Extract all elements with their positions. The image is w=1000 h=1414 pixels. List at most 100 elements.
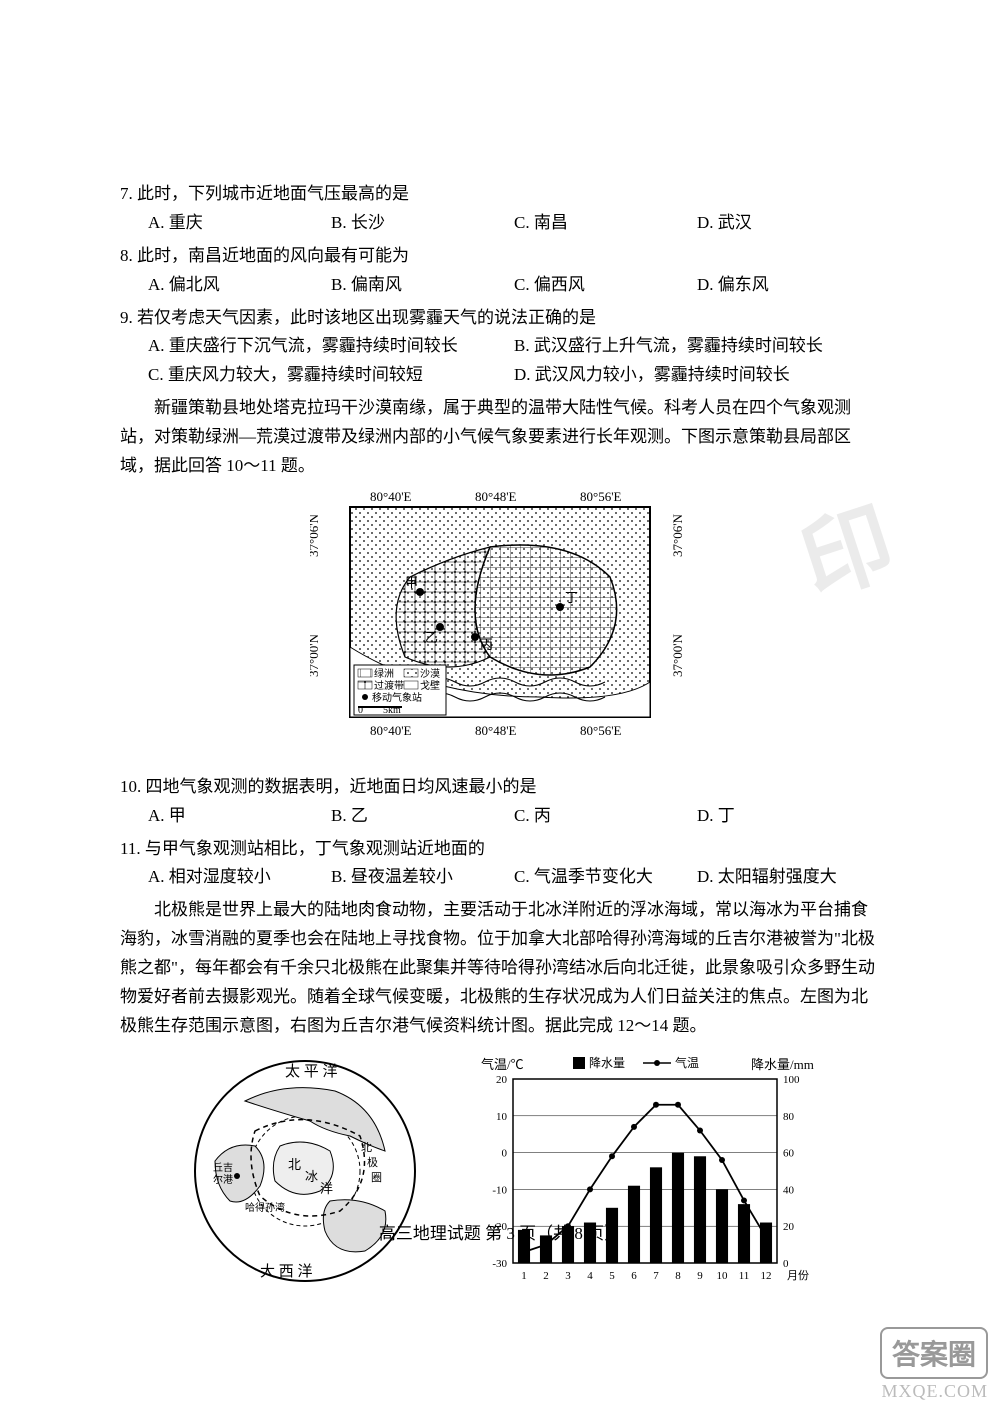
svg-text:气温/℃: 气温/℃ xyxy=(481,1057,524,1072)
svg-text:20: 20 xyxy=(496,1074,508,1086)
svg-text:月份: 月份 xyxy=(787,1269,809,1282)
svg-text:8: 8 xyxy=(675,1270,681,1282)
question-8: 8. 此时，南昌近地面的风向最有可能为 A. 偏北风 B. 偏南风 C. 偏西风… xyxy=(120,242,880,300)
svg-text:过渡带: 过渡带 xyxy=(374,679,404,692)
q8-options: A. 偏北风 B. 偏南风 C. 偏西风 D. 偏东风 xyxy=(120,271,880,300)
svg-text:移动气象站: 移动气象站 xyxy=(372,691,422,704)
svg-text:绿洲: 绿洲 xyxy=(374,667,394,680)
q10-opt-c: C. 丙 xyxy=(514,802,697,831)
svg-text:100: 100 xyxy=(783,1074,800,1086)
svg-text:40: 40 xyxy=(783,1184,795,1196)
q11-opt-a: A. 相对湿度较小 xyxy=(148,863,331,892)
question-7: 7. 此时，下列城市近地面气压最高的是 A. 重庆 B. 长沙 C. 南昌 D.… xyxy=(120,180,880,238)
svg-text:冰: 冰 xyxy=(305,1169,318,1184)
q8-stem: 8. 此时，南昌近地面的风向最有可能为 xyxy=(120,242,880,271)
svg-text:0: 0 xyxy=(783,1258,789,1270)
q10-options: A. 甲 B. 乙 C. 丙 D. 丁 xyxy=(120,802,880,831)
svg-text:80°40'E: 80°40'E xyxy=(370,723,412,738)
svg-text:5: 5 xyxy=(609,1270,615,1282)
svg-text:丙: 丙 xyxy=(480,637,493,652)
q8-opt-d: D. 偏东风 xyxy=(697,271,880,300)
svg-text:37°06'N: 37°06'N xyxy=(670,513,685,557)
brand-watermark: 答案圈 MXQE.COM xyxy=(880,1327,988,1402)
q9-opt-c: C. 重庆风力较大，雾霾持续时间较短 xyxy=(148,361,514,390)
q9-options: A. 重庆盛行下沉气流，雾霾持续时间较长 B. 武汉盛行上升气流，雾霾持续时间较… xyxy=(120,332,880,390)
svg-text:丘吉: 丘吉 xyxy=(213,1162,233,1174)
q9-opt-b: B. 武汉盛行上升气流，雾霾持续时间较长 xyxy=(514,332,880,361)
q11-opt-c: C. 气温季节变化大 xyxy=(514,863,697,892)
q9-opt-d: D. 武汉风力较小，雾霾持续时间较长 xyxy=(514,361,880,390)
page-footer: 高三地理试题 第 3 页（共 8 页） xyxy=(0,1219,1000,1244)
q9-opt-a: A. 重庆盛行下沉气流，雾霾持续时间较长 xyxy=(148,332,514,361)
svg-text:9: 9 xyxy=(697,1270,703,1282)
svg-text:80°56'E: 80°56'E xyxy=(580,489,622,504)
q7-opt-c: C. 南昌 xyxy=(514,209,697,238)
passage-2-text: 北极熊是世界上最大的陆地肉食动物，主要活动于北冰洋附近的浮冰海域，常以海冰为平台… xyxy=(120,900,875,1035)
passage-2: 北极熊是世界上最大的陆地肉食动物，主要活动于北冰洋附近的浮冰海域，常以海冰为平台… xyxy=(120,896,880,1040)
brand-url: MXQE.COM xyxy=(880,1381,988,1402)
svg-text:4: 4 xyxy=(587,1270,593,1282)
svg-text:北: 北 xyxy=(361,1141,372,1154)
cele-map-svg: 甲 乙 丙 丁 80°40'E 80°48'E 80°56'E 80°40'E … xyxy=(310,487,690,757)
svg-text:80: 80 xyxy=(783,1111,795,1123)
svg-text:-10: -10 xyxy=(492,1184,507,1196)
q8-opt-b: B. 偏南风 xyxy=(331,271,514,300)
svg-text:60: 60 xyxy=(783,1147,795,1159)
q10-opt-a: A. 甲 xyxy=(148,802,331,831)
svg-text:0: 0 xyxy=(502,1147,508,1159)
q10-opt-d: D. 丁 xyxy=(697,802,880,831)
svg-text:37°06'N: 37°06'N xyxy=(310,513,321,557)
svg-text:10: 10 xyxy=(717,1270,729,1282)
dual-figure: 太 平 洋 北 冰 洋 北 极 圈 大 西 洋 丘吉 尔港 哈得孙湾 气温/℃ 降… xyxy=(120,1051,880,1291)
svg-text:10: 10 xyxy=(496,1111,508,1123)
q9-stem: 9. 若仅考虑天气因素，此时该地区出现雾霾天气的说法正确的是 xyxy=(120,304,880,333)
q11-options: A. 相对湿度较小 B. 昼夜温差较小 C. 气温季节变化大 D. 太阳辐射强度… xyxy=(120,863,880,892)
question-11: 11. 与甲气象观测站相比，丁气象观测站近地面的 A. 相对湿度较小 B. 昼夜… xyxy=(120,835,880,893)
svg-text:80°48'E: 80°48'E xyxy=(475,489,517,504)
q11-opt-d: D. 太阳辐射强度大 xyxy=(697,863,880,892)
svg-text:乙: 乙 xyxy=(425,630,438,645)
svg-text:37°00'N: 37°00'N xyxy=(310,633,321,677)
svg-text:2: 2 xyxy=(543,1270,549,1282)
svg-text:洋: 洋 xyxy=(320,1181,333,1196)
q10-stem: 10. 四地气象观测的数据表明，近地面日均风速最小的是 xyxy=(120,773,880,802)
q7-opt-a: A. 重庆 xyxy=(148,209,331,238)
svg-text:-30: -30 xyxy=(492,1258,507,1270)
svg-text:圈: 圈 xyxy=(371,1171,382,1184)
q7-opt-d: D. 武汉 xyxy=(697,209,880,238)
q8-opt-a: A. 偏北风 xyxy=(148,271,331,300)
svg-text:80°48'E: 80°48'E xyxy=(475,723,517,738)
page-content: 7. 此时，下列城市近地面气压最高的是 A. 重庆 B. 长沙 C. 南昌 D.… xyxy=(0,0,1000,1351)
svg-text:尔港: 尔港 xyxy=(213,1173,233,1186)
svg-text:气温: 气温 xyxy=(675,1055,699,1070)
svg-text:丁: 丁 xyxy=(565,590,578,605)
q7-options: A. 重庆 B. 长沙 C. 南昌 D. 武汉 xyxy=(120,209,880,238)
lon-1: 80°40'E xyxy=(370,489,412,504)
svg-text:12: 12 xyxy=(761,1270,772,1282)
svg-text:7: 7 xyxy=(653,1270,659,1282)
polar-globe-svg: 太 平 洋 北 冰 洋 北 极 圈 大 西 洋 丘吉 尔港 哈得孙湾 xyxy=(175,1051,435,1291)
q11-stem: 11. 与甲气象观测站相比，丁气象观测站近地面的 xyxy=(120,835,880,864)
svg-text:太 平 洋: 太 平 洋 xyxy=(285,1063,338,1080)
svg-text:大 西 洋: 大 西 洋 xyxy=(260,1263,313,1280)
svg-text:6: 6 xyxy=(631,1270,637,1282)
svg-text:哈得孙湾: 哈得孙湾 xyxy=(245,1201,285,1214)
svg-text:80°56'E: 80°56'E xyxy=(580,723,622,738)
svg-text:降水量: 降水量 xyxy=(589,1056,625,1070)
svg-text:甲: 甲 xyxy=(405,575,418,590)
svg-text:3: 3 xyxy=(565,1270,571,1282)
brand-box: 答案圈 xyxy=(880,1327,988,1379)
map-figure: 甲 乙 丙 丁 80°40'E 80°48'E 80°56'E 80°40'E … xyxy=(120,487,880,767)
climate-chart-svg: 气温/℃降水量/mm降水量气温-30-20-100102002040608010… xyxy=(465,1051,825,1291)
passage-1-text: 新疆策勒县地处塔克拉玛干沙漠南缘，属于典型的温带大陆性气候。科考人员在四个气象观… xyxy=(120,398,851,475)
svg-text:降水量/mm: 降水量/mm xyxy=(751,1057,814,1072)
q7-opt-b: B. 长沙 xyxy=(331,209,514,238)
q11-opt-b: B. 昼夜温差较小 xyxy=(331,863,514,892)
question-9: 9. 若仅考虑天气因素，此时该地区出现雾霾天气的说法正确的是 A. 重庆盛行下沉… xyxy=(120,304,880,391)
q8-opt-c: C. 偏西风 xyxy=(514,271,697,300)
svg-text:戈壁: 戈壁 xyxy=(420,679,440,692)
q7-stem: 7. 此时，下列城市近地面气压最高的是 xyxy=(120,180,880,209)
svg-text:沙漠: 沙漠 xyxy=(420,668,440,680)
svg-text:11: 11 xyxy=(739,1270,750,1282)
passage-1: 新疆策勒县地处塔克拉玛干沙漠南缘，属于典型的温带大陆性气候。科考人员在四个气象观… xyxy=(120,394,880,481)
